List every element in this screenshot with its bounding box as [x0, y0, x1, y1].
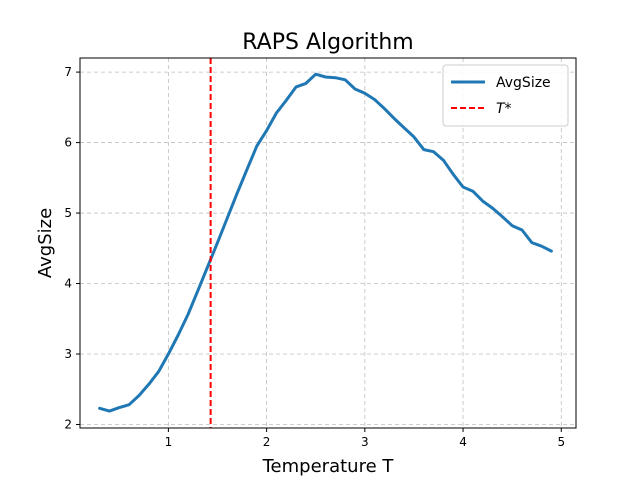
x-tick-label: 2	[263, 435, 271, 449]
axes-frame	[79, 57, 577, 429]
x-tick-label: 3	[361, 435, 369, 449]
grid	[80, 58, 576, 428]
y-tick-label: 5	[64, 206, 72, 220]
y-tick-label: 3	[64, 347, 72, 361]
legend: AvgSize T*	[442, 64, 569, 127]
x-tick-label: 5	[557, 435, 565, 449]
y-axis-label: AvgSize	[35, 208, 56, 278]
series-line-avgsize	[98, 72, 553, 413]
legend-box	[442, 64, 569, 127]
y-tick-label: 4	[64, 277, 72, 291]
x-tick-label: 4	[459, 435, 467, 449]
legend-label-tstar: T*	[496, 101, 512, 117]
y-tick-label: 2	[64, 417, 72, 431]
x-axis-label: Temperature T	[262, 456, 395, 477]
plot-area	[98, 58, 553, 428]
ticks: 1 2 3 4 5 2 3 4 5 6 7	[64, 65, 565, 449]
chart-title: RAPS Algorithm	[242, 30, 413, 55]
y-tick-label: 7	[64, 65, 72, 79]
x-tick-label: 1	[165, 435, 173, 449]
y-tick-label: 6	[64, 136, 72, 150]
legend-label-avgsize: AvgSize	[496, 75, 551, 91]
